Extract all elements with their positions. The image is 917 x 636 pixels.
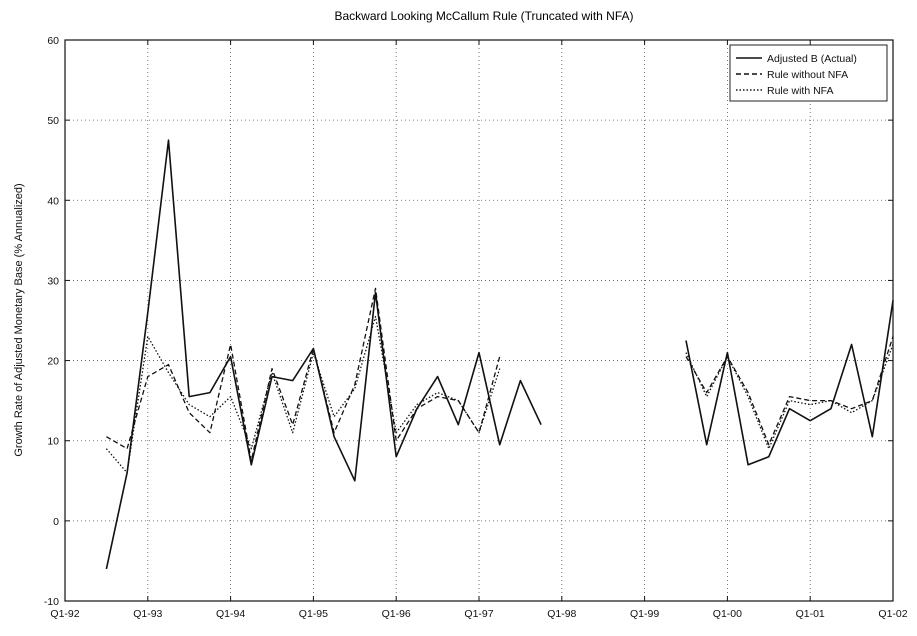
legend-label-actual: Adjusted B (Actual) xyxy=(767,53,857,65)
legend-label-rule-with-nfa: Rule with NFA xyxy=(767,85,834,97)
x-tick-label: Q1-99 xyxy=(630,608,659,620)
y-tick-label: 50 xyxy=(47,115,59,127)
y-axis-label: Growth Rate of Adjusted Monetary Base (%… xyxy=(13,183,25,456)
chart-title: Backward Looking McCallum Rule (Truncate… xyxy=(335,9,634,23)
x-tick-label: Q1-95 xyxy=(299,608,328,620)
legend: Adjusted B (Actual) Rule without NFA Rul… xyxy=(729,44,888,102)
y-tick-label: -10 xyxy=(44,596,59,608)
series-line-2 xyxy=(105,315,894,474)
plot-frame xyxy=(64,39,894,602)
x-tick-label: Q1-94 xyxy=(216,608,245,620)
x-tick-label: Q1-01 xyxy=(796,608,825,620)
grid-lines xyxy=(65,40,893,601)
y-tick-label: 30 xyxy=(47,275,59,287)
x-tick-label: Q1-96 xyxy=(382,608,411,620)
series-lines xyxy=(105,139,894,570)
legend-box xyxy=(729,44,888,102)
y-tick-label: 0 xyxy=(53,516,59,528)
series-line-0 xyxy=(105,139,894,570)
y-tick-label: 40 xyxy=(47,195,59,207)
axes: -10 0 10 20 30 40 50 60 Q1-92 Q1-93 Q1-94 Q1-95 Q1-9… xyxy=(44,35,908,620)
x-tick-label: Q1-98 xyxy=(547,608,576,620)
legend-label-rule-without-nfa: Rule without NFA xyxy=(767,69,848,81)
y-tick-label: 60 xyxy=(47,35,59,47)
x-tick-label: Q1-92 xyxy=(50,608,79,620)
y-tick-label: 20 xyxy=(47,356,59,368)
y-tick-label: 10 xyxy=(47,436,59,448)
x-tick-label: Q1-97 xyxy=(464,608,493,620)
x-tick-label: Q1-02 xyxy=(878,608,907,620)
x-tick-label: Q1-93 xyxy=(133,608,162,620)
x-tick-label: Q1-00 xyxy=(713,608,742,620)
series-line-1 xyxy=(106,287,894,462)
